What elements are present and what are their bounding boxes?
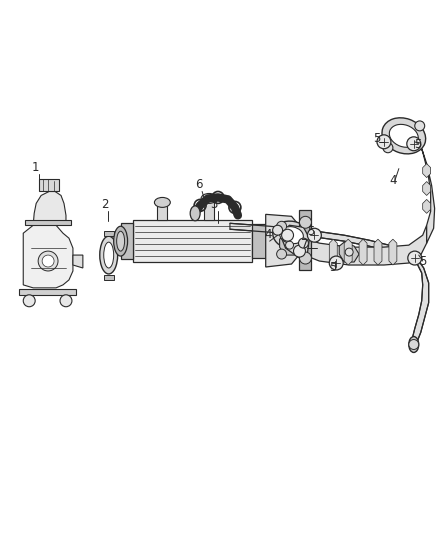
Circle shape [345, 248, 353, 256]
Polygon shape [412, 258, 429, 343]
Polygon shape [359, 239, 367, 265]
Polygon shape [423, 164, 431, 177]
Polygon shape [304, 225, 427, 265]
Circle shape [42, 255, 54, 267]
Ellipse shape [155, 197, 170, 207]
Circle shape [298, 238, 308, 248]
Circle shape [286, 241, 293, 249]
Ellipse shape [280, 227, 304, 244]
Circle shape [407, 137, 421, 151]
Polygon shape [300, 211, 311, 270]
Text: 5: 5 [373, 132, 380, 145]
Polygon shape [230, 223, 417, 263]
Text: 5: 5 [307, 225, 315, 238]
Polygon shape [133, 220, 252, 262]
Ellipse shape [190, 206, 200, 221]
Polygon shape [104, 231, 114, 236]
Polygon shape [25, 220, 71, 225]
Circle shape [293, 245, 305, 257]
Ellipse shape [104, 242, 114, 268]
Circle shape [273, 225, 283, 235]
Polygon shape [344, 239, 352, 265]
Ellipse shape [117, 231, 124, 251]
Polygon shape [417, 138, 434, 243]
Polygon shape [73, 255, 83, 268]
Polygon shape [279, 225, 309, 258]
Polygon shape [279, 235, 300, 255]
Polygon shape [423, 199, 431, 213]
Ellipse shape [273, 221, 310, 249]
Text: 5: 5 [414, 138, 421, 151]
Polygon shape [339, 242, 359, 262]
Circle shape [38, 251, 58, 271]
Polygon shape [266, 214, 301, 267]
Ellipse shape [409, 336, 419, 352]
Polygon shape [204, 198, 214, 220]
Polygon shape [329, 239, 337, 265]
Circle shape [282, 229, 293, 241]
Circle shape [277, 221, 286, 231]
Ellipse shape [382, 118, 426, 154]
Ellipse shape [114, 226, 127, 256]
Text: 2: 2 [101, 198, 108, 212]
Polygon shape [423, 182, 431, 196]
Text: 5: 5 [329, 261, 337, 274]
Ellipse shape [389, 124, 418, 147]
Text: 1: 1 [31, 160, 39, 174]
Circle shape [408, 251, 422, 265]
Circle shape [377, 135, 391, 149]
Polygon shape [120, 223, 133, 259]
Polygon shape [157, 203, 167, 220]
Ellipse shape [100, 236, 118, 274]
Text: 5: 5 [419, 255, 426, 268]
Text: 3: 3 [210, 198, 217, 212]
Polygon shape [23, 225, 73, 288]
Circle shape [383, 143, 393, 153]
Polygon shape [19, 289, 76, 295]
Polygon shape [252, 224, 266, 258]
Polygon shape [33, 191, 66, 225]
Circle shape [307, 228, 321, 242]
Circle shape [300, 216, 311, 228]
Circle shape [415, 121, 425, 131]
Polygon shape [39, 179, 59, 191]
Text: 4: 4 [389, 174, 396, 187]
Circle shape [409, 340, 419, 350]
Text: 6: 6 [195, 179, 203, 191]
Text: 7: 7 [301, 238, 309, 251]
Polygon shape [104, 275, 114, 280]
Polygon shape [389, 239, 397, 265]
Circle shape [329, 256, 343, 270]
Text: 4: 4 [265, 228, 272, 241]
Circle shape [23, 295, 35, 307]
Circle shape [277, 249, 286, 259]
Polygon shape [374, 239, 382, 265]
Ellipse shape [201, 193, 217, 204]
Circle shape [60, 295, 72, 307]
Circle shape [300, 252, 311, 264]
